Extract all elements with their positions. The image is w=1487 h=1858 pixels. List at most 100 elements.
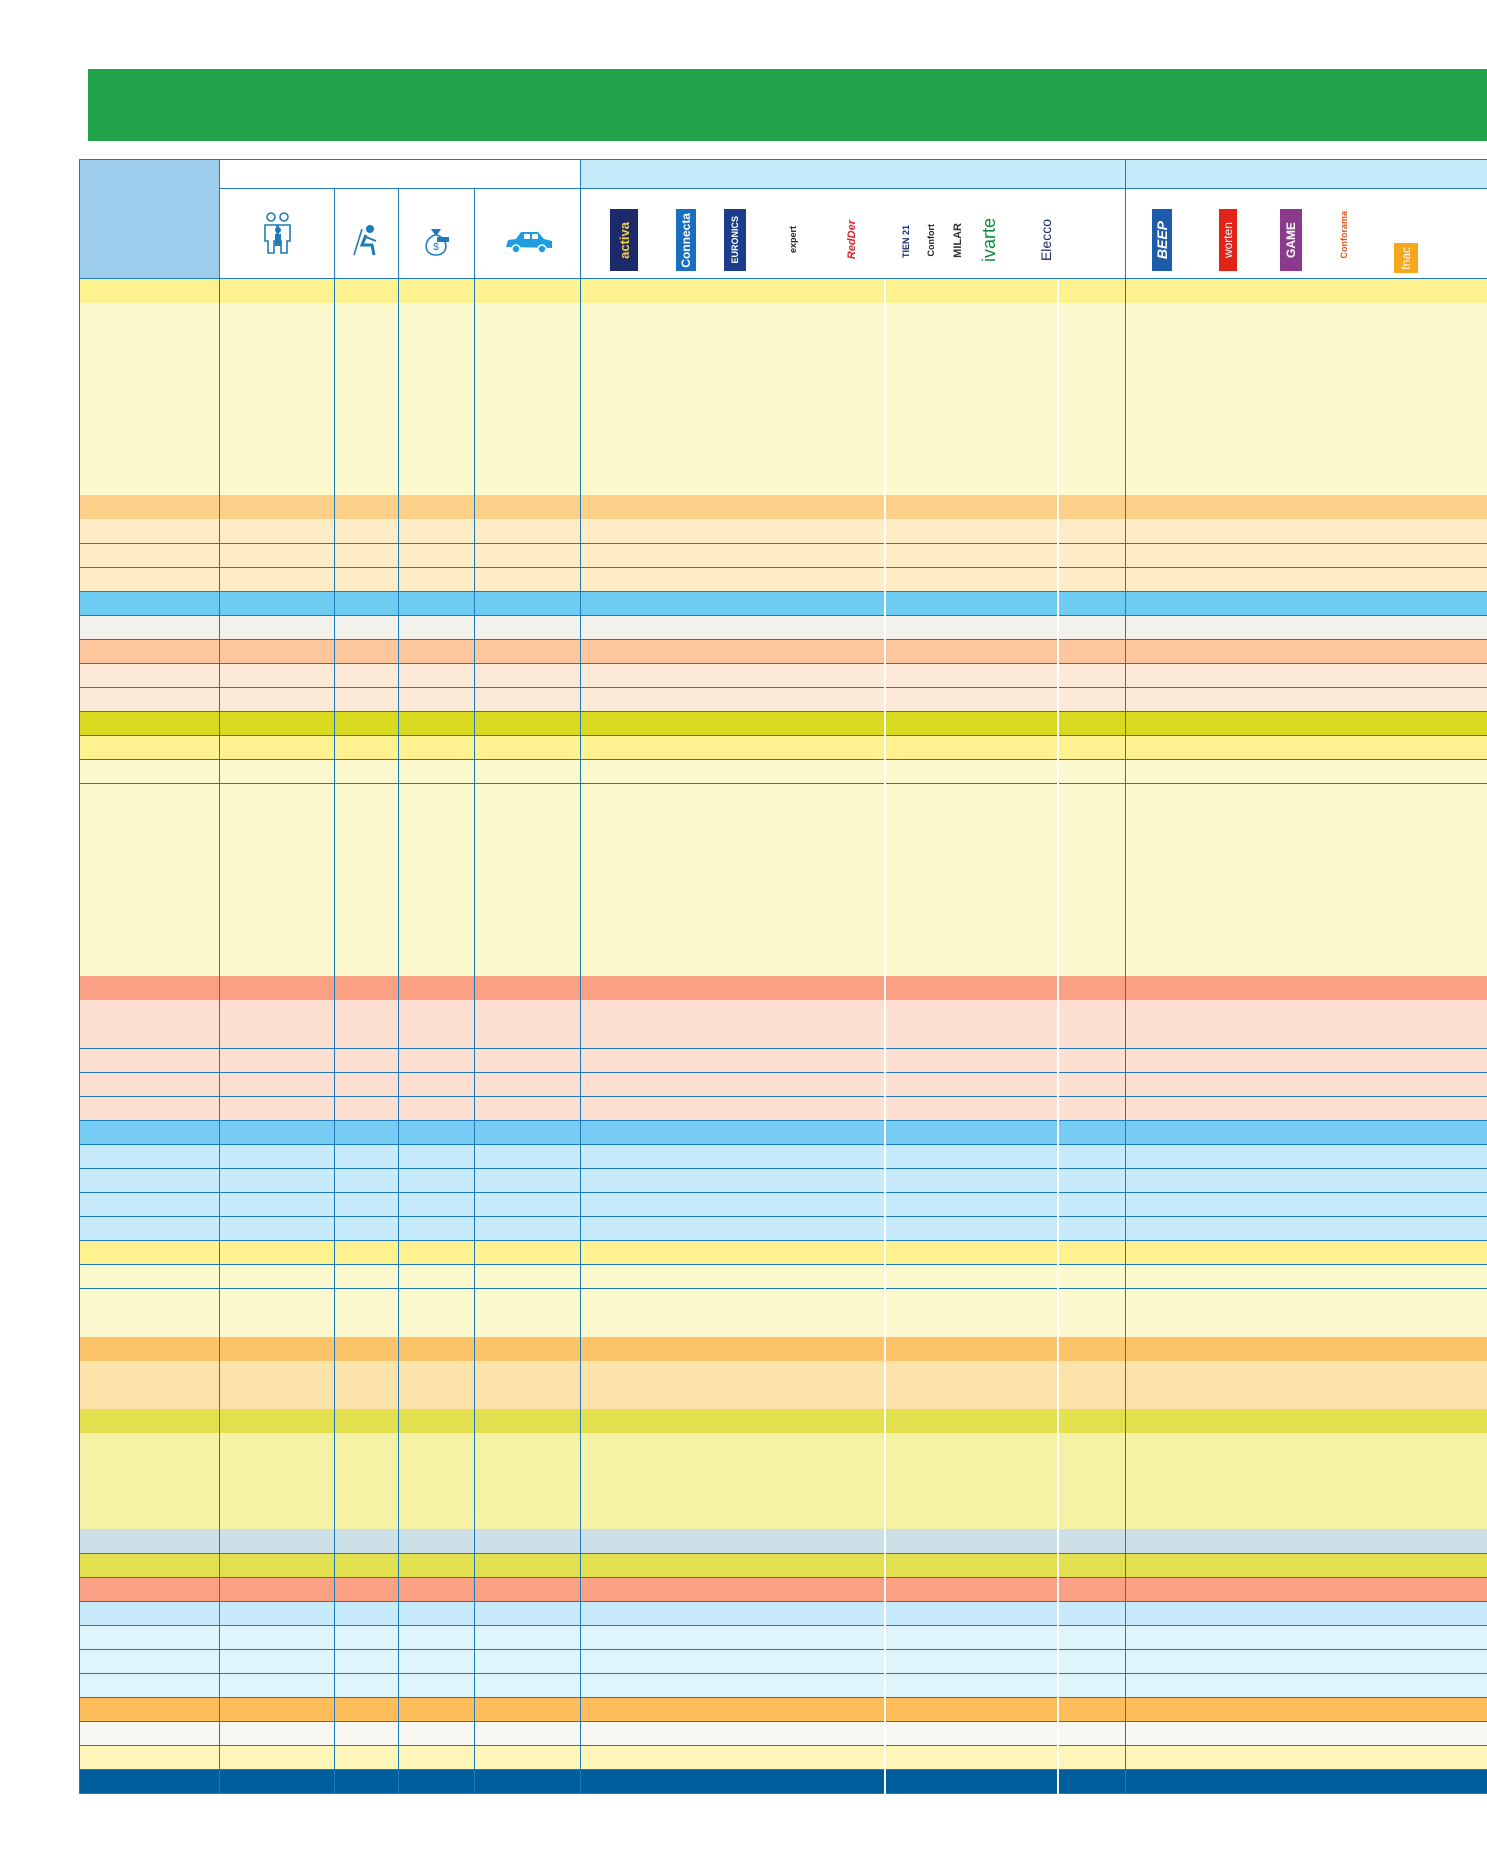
family-icon xyxy=(264,212,291,254)
column-divider xyxy=(884,279,886,1794)
table-row xyxy=(79,976,1487,1001)
table-row xyxy=(79,1553,1487,1579)
beep-logo: BEEP xyxy=(1152,209,1172,271)
table-row xyxy=(79,832,1487,857)
table-row xyxy=(79,1361,1487,1386)
euronics-logo: EURONICS xyxy=(724,209,746,271)
car-icon xyxy=(506,232,552,254)
table-row xyxy=(79,856,1487,881)
table-row xyxy=(79,1072,1487,1098)
comparison-table: $ activa Connecta EURONICS expert RedDer… xyxy=(79,159,1487,1795)
column-divider xyxy=(1125,279,1126,1794)
table-row xyxy=(79,1096,1487,1122)
header-group-2 xyxy=(580,159,1126,189)
table-row xyxy=(79,928,1487,953)
fnac-logo: fnac xyxy=(1394,243,1418,273)
worten-logo: worten xyxy=(1219,209,1237,271)
table-row xyxy=(79,759,1487,785)
table-row xyxy=(79,1697,1487,1723)
table-row xyxy=(79,1457,1487,1482)
column-divider xyxy=(398,279,399,1794)
column-divider xyxy=(334,279,335,1794)
table-row xyxy=(79,567,1487,593)
column-divider xyxy=(79,279,80,1794)
table-row xyxy=(79,1649,1487,1675)
title-banner xyxy=(88,69,1487,141)
table-row xyxy=(79,1120,1487,1146)
table-row xyxy=(79,1289,1487,1314)
table-row xyxy=(79,952,1487,977)
table-row xyxy=(79,1216,1487,1242)
table-row xyxy=(79,1409,1487,1434)
conforama-logo: Conforama xyxy=(1339,211,1349,259)
table-row xyxy=(79,663,1487,689)
header-logos-3 xyxy=(1125,188,1487,279)
table-row xyxy=(79,399,1487,424)
table-row xyxy=(79,1337,1487,1362)
svg-text:$: $ xyxy=(433,242,439,253)
table-row xyxy=(79,375,1487,400)
money-bag-icon: $ xyxy=(425,229,449,256)
ivarte-logo: ivarte xyxy=(978,217,999,262)
table-row xyxy=(79,1769,1487,1795)
table-row xyxy=(79,784,1487,809)
table-row xyxy=(79,519,1487,545)
table-row xyxy=(79,880,1487,905)
table-row xyxy=(79,351,1487,376)
table-row xyxy=(79,1505,1487,1530)
table-row xyxy=(79,615,1487,641)
header-group-3 xyxy=(1125,159,1487,189)
game-logo: GAME xyxy=(1280,209,1302,271)
table-row xyxy=(79,1577,1487,1603)
table-row xyxy=(79,1601,1487,1627)
expert-logo: expert xyxy=(788,226,798,254)
confort-logo: Confort xyxy=(926,223,936,257)
table-row xyxy=(79,447,1487,472)
column-divider xyxy=(1057,279,1059,1794)
table-row xyxy=(79,904,1487,929)
table-row xyxy=(79,591,1487,617)
table-row xyxy=(79,1433,1487,1458)
table-row xyxy=(79,808,1487,833)
elecco-logo: Elecco xyxy=(1038,218,1054,262)
table-row xyxy=(79,1000,1487,1025)
redder-logo: RedDer xyxy=(846,220,858,260)
header-group-1 xyxy=(219,159,581,189)
table-row xyxy=(79,1625,1487,1651)
table-row xyxy=(79,1745,1487,1771)
activa-logo: activa xyxy=(610,209,638,271)
table-row xyxy=(79,1313,1487,1338)
milar-logo: MILAR xyxy=(952,222,964,258)
table-row xyxy=(79,1240,1487,1266)
table-row xyxy=(79,1385,1487,1410)
connecta-logo: Connecta xyxy=(676,209,696,271)
header-label-cell xyxy=(79,159,220,279)
table-row xyxy=(79,303,1487,328)
table-row xyxy=(79,327,1487,352)
table-row xyxy=(79,1264,1487,1290)
table-row xyxy=(79,1168,1487,1194)
tien21-logo: TIEN 21 xyxy=(901,225,911,259)
table-body xyxy=(79,279,1487,1795)
header-col-person xyxy=(334,188,399,279)
table-row xyxy=(79,495,1487,520)
column-divider xyxy=(474,279,475,1794)
table-row xyxy=(79,543,1487,569)
table-row xyxy=(79,1192,1487,1218)
person-sitting-icon xyxy=(353,225,377,256)
table-row xyxy=(79,471,1487,496)
table-row xyxy=(79,639,1487,665)
table-row xyxy=(79,1048,1487,1074)
table-row xyxy=(79,711,1487,737)
column-divider xyxy=(580,279,581,1794)
table-row xyxy=(79,279,1487,304)
table-row xyxy=(79,735,1487,761)
table-row xyxy=(79,687,1487,713)
table-row xyxy=(79,1024,1487,1050)
table-row xyxy=(79,1529,1487,1555)
header-logos-2 xyxy=(580,188,1126,279)
table-row xyxy=(79,1481,1487,1506)
column-divider xyxy=(219,279,220,1794)
table-row xyxy=(79,423,1487,448)
table-row xyxy=(79,1144,1487,1170)
